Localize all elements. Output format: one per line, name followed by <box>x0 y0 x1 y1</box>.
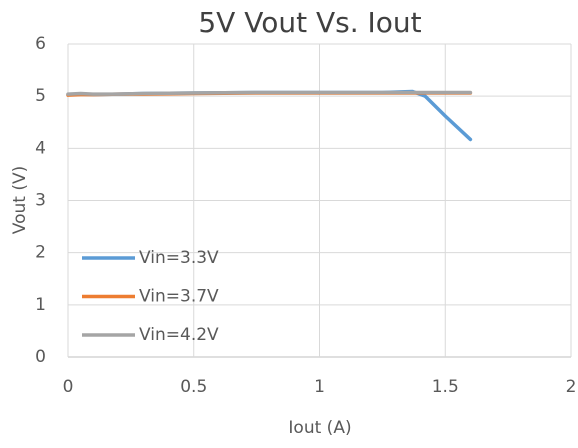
y-tick-label: 2 <box>35 243 46 263</box>
chart-title: 5V Vout Vs. Iout <box>198 6 421 39</box>
series-line <box>66 89 473 142</box>
series-line <box>66 90 473 96</box>
legend-label: Vin=3.7V <box>139 287 219 307</box>
x-tick-label: 1.5 <box>432 377 459 397</box>
y-tick-label: 1 <box>35 295 46 315</box>
x-tick-label: 0 <box>63 377 74 397</box>
y-tick-label: 0 <box>35 347 46 367</box>
y-tick-label: 5 <box>35 86 46 106</box>
y-tick-label: 6 <box>35 34 46 54</box>
y-tick-label: 4 <box>35 138 46 158</box>
legend-label: Vin=3.3V <box>139 248 219 268</box>
y-axis-label: Vout (V) <box>10 166 30 234</box>
x-tick-label: 1 <box>314 377 325 397</box>
x-tick-label: 2 <box>566 377 577 397</box>
y-tick-label: 3 <box>35 191 46 211</box>
legend-label: Vin=4.2V <box>139 325 219 345</box>
x-tick-label: 0.5 <box>180 377 207 397</box>
x-axis-label: Iout (A) <box>288 418 351 438</box>
